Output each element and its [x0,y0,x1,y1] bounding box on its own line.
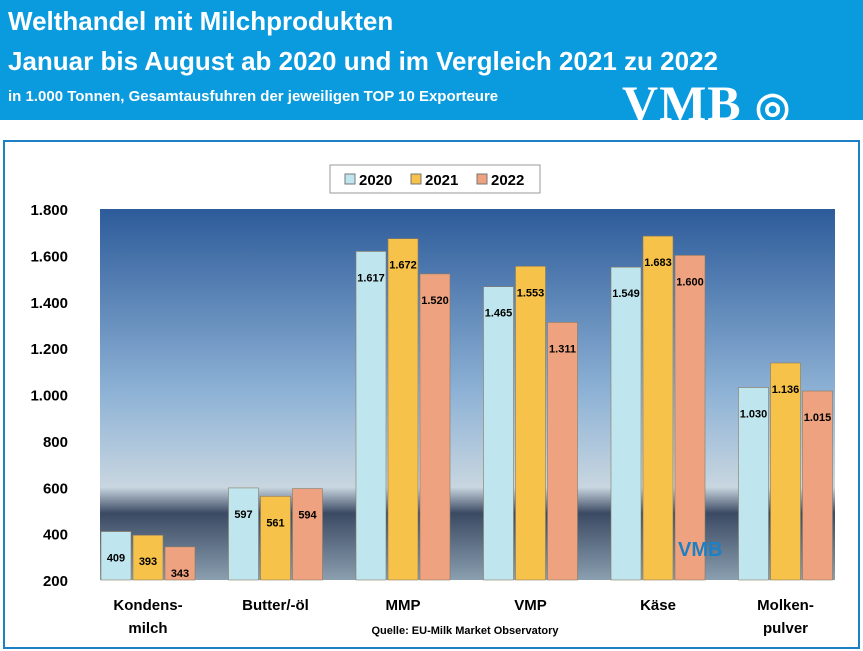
legend-swatch-2022 [476,173,488,185]
value-label: 1.549 [612,288,640,300]
bar-2021 [770,362,801,581]
value-label: 1.600 [676,276,704,288]
x-category-label: milch [128,620,167,637]
legend-swatch-2020 [344,173,356,185]
y-tick-label: 600 [43,480,68,497]
value-label: 393 [139,556,157,568]
value-label: 594 [298,510,317,522]
header: Welthandel mit Milchprodukten Januar bis… [0,0,863,131]
x-category-label: Käse [640,597,676,614]
legend-swatch-2021 [410,173,422,185]
value-label: 409 [107,553,125,565]
value-label: 1.520 [421,295,449,307]
title: Welthandel mit Milchprodukten [8,6,394,36]
value-label: 343 [171,568,189,580]
value-label: 1.136 [772,384,800,396]
value-label: 1.683 [644,257,672,269]
bar-2022 [674,255,706,581]
bar-2020 [483,286,514,581]
value-label: 561 [266,517,284,529]
subtitle: in 1.000 Tonnen, Gesamtausfuhren der jew… [8,88,499,105]
vmb-watermark: VMB [678,539,722,561]
bar-2020 [228,487,259,581]
value-label: 1.030 [740,409,768,421]
source-note: Quelle: EU-Milk Market Observatory [371,625,559,637]
y-tick-label: 1.200 [30,341,68,358]
x-category-label: VMP [514,597,547,614]
bar-2021 [642,235,674,581]
x-category-label: MMP [386,597,421,614]
x-category-label: pulver [763,620,808,637]
bar-2020 [738,387,769,581]
bar-2022 [802,390,833,581]
title-line2: Januar bis August ab 2020 und im Verglei… [8,46,718,76]
x-category-label: Butter/-öl [242,597,309,614]
bar-2020 [355,251,387,581]
photo-background [100,209,835,580]
x-category-label: Kondens- [113,597,182,614]
value-label: 1.015 [804,412,832,424]
bar-2020 [100,531,132,581]
bar-2021 [387,238,419,581]
legend-label: 2021 [425,172,458,189]
value-label: 597 [234,509,252,521]
legend-label: 2020 [359,172,392,189]
vmb-logo: VMB ◎ [622,75,792,131]
bar-2021 [260,495,291,581]
y-tick-label: 1.800 [30,202,68,219]
y-tick-label: 200 [43,573,68,590]
bar-2022 [419,273,451,581]
x-category-label: Molken- [757,597,814,614]
bar-2021 [132,534,164,581]
bar-2021 [515,265,546,581]
y-tick-label: 1.400 [30,295,68,312]
bar-2022 [292,488,323,581]
bar-2022 [164,546,196,581]
bar-2022 [547,322,578,581]
y-tick-label: 400 [43,527,68,544]
value-label: 1.465 [485,308,513,320]
y-tick-label: 1.600 [30,248,68,265]
value-label: 1.553 [517,287,545,299]
bar-2020 [610,266,642,581]
y-tick-label: 1.000 [30,388,68,405]
value-label: 1.672 [389,260,417,272]
value-label: 1.617 [357,272,385,284]
value-label: 1.311 [549,343,576,355]
legend-label: 2022 [491,172,524,189]
legend [329,164,541,194]
y-tick-label: 800 [43,434,68,451]
